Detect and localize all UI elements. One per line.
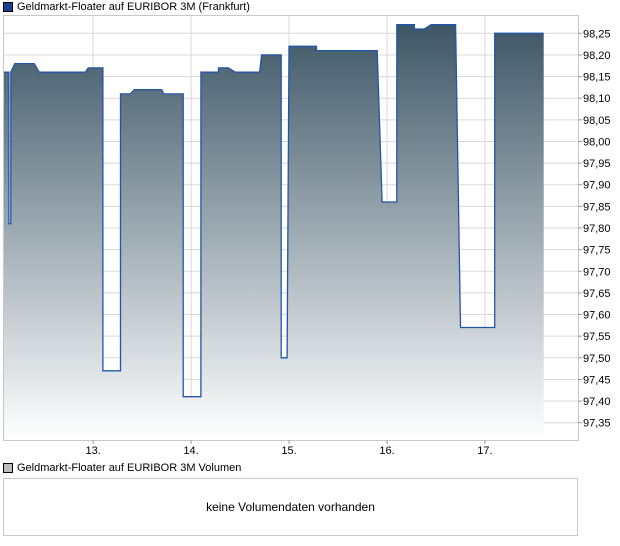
y-tick-label: 97,40	[583, 396, 611, 408]
price-legend-swatch	[3, 2, 13, 12]
y-tick-label: 97,65	[583, 288, 611, 300]
y-tick-label: 97,75	[583, 245, 611, 257]
price-line	[3, 24, 544, 398]
y-tick-label: 98,10	[583, 93, 611, 105]
y-tick-label: 97,80	[583, 223, 611, 235]
y-tick-label: 98,15	[583, 72, 611, 84]
y-tick-label: 98,05	[583, 115, 611, 127]
volume-legend-label: Geldmarkt-Floater auf EURIBOR 3M Volumen	[17, 462, 242, 474]
y-tick-label: 97,85	[583, 201, 611, 213]
y-tick-label: 97,45	[583, 374, 611, 386]
y-tick-label: 97,55	[583, 331, 611, 343]
x-tick-label: 17.	[477, 445, 492, 457]
y-tick-label: 97,60	[583, 310, 611, 322]
x-tick-label: 15.	[281, 445, 296, 457]
y-tick-label: 97,35	[583, 418, 611, 430]
volume-legend: Geldmarkt-Floater auf EURIBOR 3M Volumen	[3, 461, 241, 475]
y-tick-label: 97,90	[583, 180, 611, 192]
price-legend-label: Geldmarkt-Floater auf EURIBOR 3M (Frankf…	[17, 1, 250, 13]
y-tick-label: 98,25	[583, 28, 611, 40]
y-tick-label: 98,20	[583, 50, 611, 62]
price-area	[3, 24, 544, 440]
price-legend: Geldmarkt-Floater auf EURIBOR 3M (Frankf…	[3, 0, 250, 14]
volume-empty-message: keine Volumendaten vorhanden	[206, 500, 375, 514]
x-tick-label: 14.	[183, 445, 198, 457]
y-tick-label: 97,70	[583, 266, 611, 278]
y-tick-label: 97,50	[583, 353, 611, 365]
price-chart: 98,25 98,20 98,15 98,10 98,05 98,00 97,95 97,90…	[3, 15, 611, 457]
volume-panel: keine Volumendaten vorhanden	[3, 478, 578, 536]
x-tick-label: 13.	[85, 445, 100, 457]
volume-legend-swatch	[3, 463, 13, 473]
x-tick-label: 16.	[379, 445, 394, 457]
y-tick-label: 98,00	[583, 136, 611, 148]
y-tick-label: 97,95	[583, 158, 611, 170]
